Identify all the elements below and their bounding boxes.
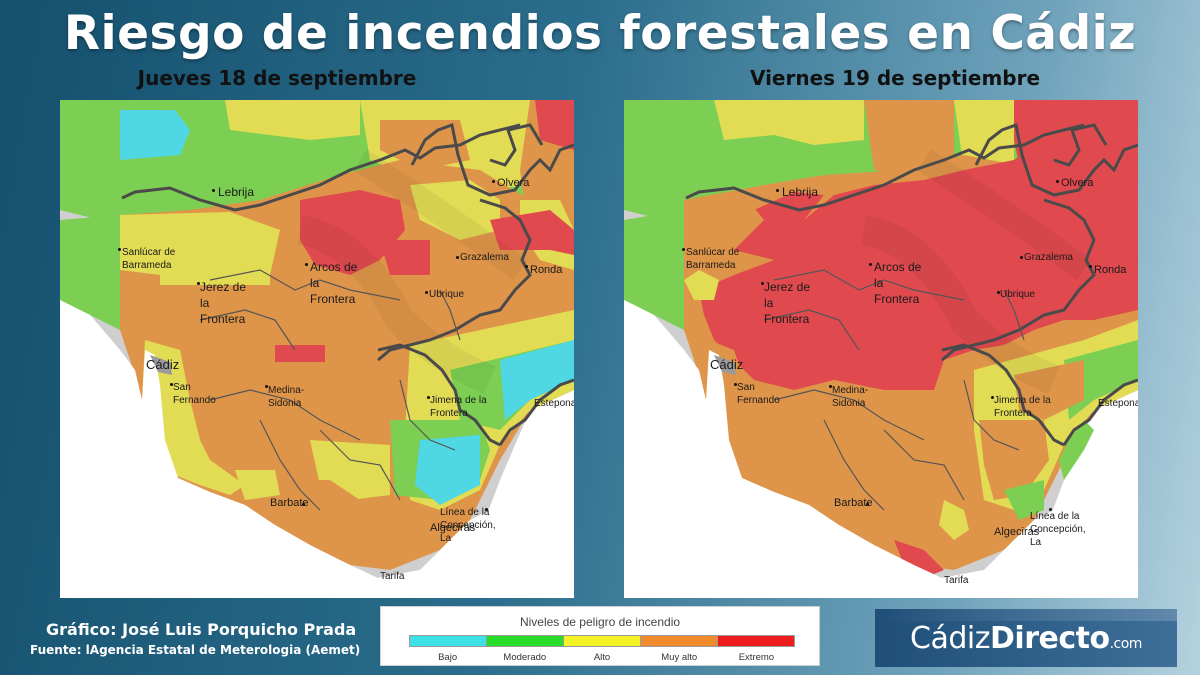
town-label-linea: Línea de la Concepción, La [1030,511,1086,548]
legend-title: Niveles de peligro de incendio [519,615,681,629]
town-label-medina-sidonia: Medina- Sidonia [268,385,305,409]
legend-label-muy-alto: Muy alto [661,652,698,663]
legend-label-moderado: Moderado [503,652,547,663]
town-label-olvera: Olvera [497,177,530,189]
town-label-lebrija: Lebrija [218,185,255,199]
fire-risk-map-friday: Lebrija Olvera Sanlúcar de Barrameda Arc… [624,100,1138,598]
legend-labels: Bajo Moderado Alto Muy alto Extremo [409,652,795,663]
risk-legend: Niveles de peligro de incendio Bajo Mode… [380,606,820,666]
town-label-jerez: Jerez de la Frontera [764,280,811,326]
fire-risk-map-thursday: Lebrija Olvera Sanlúcar de Barrameda Arc… [60,100,574,598]
legend-color-bar [409,635,795,647]
map-date-label-thursday: Jueves 18 de septiembre [137,66,417,90]
graphic-credit: Gráfico: José Luis Porquicho Prada [46,620,357,639]
town-label-lebrija: Lebrija [782,185,819,199]
logo-part-directo: Directo [990,620,1110,656]
town-label-jimena: Jimena de la Frontera [430,395,487,419]
town-label-grazalema: Grazalema [1024,252,1073,263]
town-label-ubrique: Ubrique [1000,289,1036,300]
legend-swatch-extremo [718,636,794,646]
town-label-jimena: Jimena de la Frontera [994,395,1051,419]
legend-swatch-bajo [410,636,487,646]
town-label-cadiz: Cádiz [146,357,180,372]
logo-part-cadiz: Cádiz [910,620,991,656]
map-friday-svg [624,100,1138,598]
logo-text: CádizDirecto.com [910,621,1142,656]
town-label-san-fernando: San Fernando [173,382,216,406]
town-label-estepona: Estepona [534,398,574,409]
town-label-ubrique: Ubrique [429,289,465,300]
town-label-sanlucar: Sanlúcar de Barrameda [122,247,176,271]
legend-label-alto: Alto [593,652,611,663]
town-label-olvera: Olvera [1061,177,1094,189]
town-label-algeciras: Algeciras [430,522,476,534]
town-label-barbate: Barbate [834,497,873,509]
logo-part-com: .com [1109,635,1143,652]
town-label-ronda: Ronda [530,264,563,276]
legend-swatch-muy-alto [641,636,718,646]
cadiz-directo-logo[interactable]: CádizDirecto.com [875,609,1177,667]
legend-swatch-moderado [487,636,564,646]
legend-swatch-alto [564,636,641,646]
map-date-label-friday: Viernes 19 de septiembre [749,66,1041,90]
town-label-jerez: Jerez de la Frontera [200,280,247,326]
town-label-algeciras: Algeciras [994,526,1040,538]
page-title: Riesgo de incendios forestales en Cádiz [63,6,1137,61]
town-label-ronda: Ronda [1094,264,1127,276]
town-label-barbate: Barbate [270,497,309,509]
legend-label-extremo: Extremo [738,652,775,663]
town-label-tarifa: Tarifa [944,575,969,586]
data-source: Fuente: lAgencia Estatal de Meterologia … [30,643,361,657]
town-label-san-fernando: San Fernando [737,382,780,406]
town-label-grazalema: Grazalema [460,252,509,263]
map-thursday-svg [60,100,574,598]
town-label-cadiz: Cádiz [710,357,744,372]
town-label-tarifa: Tarifa [380,571,405,582]
town-label-estepona: Estepona [1098,398,1138,409]
town-label-arcos: Arcos de la Frontera [874,260,922,306]
town-label-arcos: Arcos de la Frontera [310,260,358,306]
logo-stripe [875,609,1177,621]
town-label-sanlucar: Sanlúcar de Barrameda [686,247,740,271]
town-label-medina-sidonia: Medina- Sidonia [832,385,869,409]
town-label-linea: Línea de la Concepción, La [440,507,496,544]
legend-label-bajo: Bajo [438,652,458,663]
